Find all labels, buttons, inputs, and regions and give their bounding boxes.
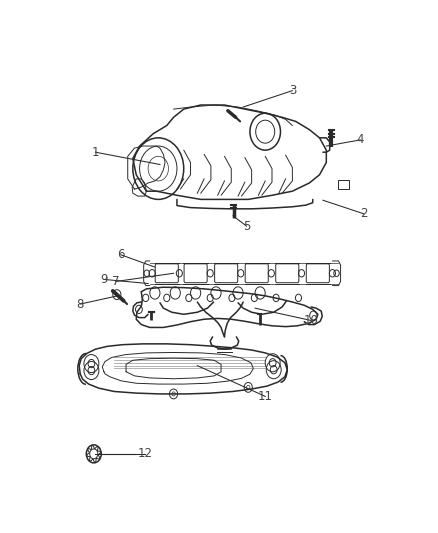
Text: 6: 6 bbox=[117, 248, 125, 261]
Text: 8: 8 bbox=[77, 297, 84, 311]
Text: 3: 3 bbox=[289, 84, 296, 97]
Text: 7: 7 bbox=[112, 275, 120, 288]
Bar bbox=[338, 180, 349, 189]
Text: 5: 5 bbox=[243, 220, 250, 232]
Text: 11: 11 bbox=[258, 390, 273, 403]
Text: 1: 1 bbox=[92, 146, 99, 159]
Text: 12: 12 bbox=[137, 447, 152, 461]
Text: 2: 2 bbox=[360, 207, 367, 220]
Text: 10: 10 bbox=[304, 314, 318, 327]
Text: 4: 4 bbox=[357, 133, 364, 147]
Text: 9: 9 bbox=[100, 273, 108, 286]
